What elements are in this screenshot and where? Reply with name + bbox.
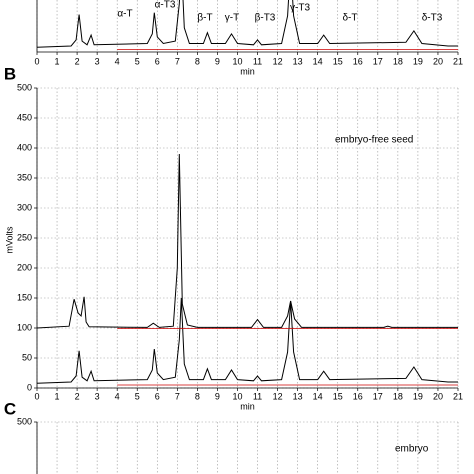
x-tick-label: 2 [75, 56, 80, 66]
y-tick-label: 500 [17, 416, 32, 426]
x-tick-label: 20 [433, 56, 443, 66]
x-tick-label: 13 [293, 56, 303, 66]
x-tick-label: 21 [453, 391, 463, 401]
x-tick-label: 0 [34, 56, 39, 66]
x-tick-label: 17 [373, 391, 383, 401]
x-tick-label: 21 [453, 56, 463, 66]
annotation: embryo-free seed [335, 135, 413, 146]
x-tick-label: 5 [135, 56, 140, 66]
peak-label: α-T3 [155, 0, 176, 11]
x-tick-label: 9 [215, 56, 220, 66]
x-tick-label: 1 [55, 56, 60, 66]
y-tick-label: 300 [17, 202, 32, 212]
annotation: embryo [395, 444, 429, 455]
x-tick-label: 12 [273, 391, 283, 401]
x-tick-label: 7 [175, 56, 180, 66]
panel-label: C [4, 399, 16, 418]
x-tick-label: 7 [175, 391, 180, 401]
x-tick-label: 6 [155, 391, 160, 401]
y-tick-label: 0 [27, 382, 32, 392]
peak-label: δ-T [342, 13, 357, 24]
x-tick-label: 3 [95, 56, 100, 66]
x-tick-label: 4 [115, 391, 120, 401]
x-tick-label: 4 [115, 56, 120, 66]
panel-label: B [4, 64, 16, 83]
peak-label: γ-T [225, 13, 239, 24]
x-tick-label: 19 [413, 56, 423, 66]
x-tick-label: 18 [393, 56, 403, 66]
x-tick-label: 10 [232, 391, 242, 401]
peak-label: α-T [117, 9, 132, 20]
x-tick-label: 11 [253, 391, 262, 401]
x-tick-label: 8 [195, 56, 200, 66]
y-tick-label: 400 [17, 142, 32, 152]
x-tick-label: 19 [413, 391, 423, 401]
trace [36, 0, 458, 48]
y-tick-label: 100 [17, 322, 32, 332]
x-tick-label: 5 [135, 391, 140, 401]
y-tick-label: 200 [17, 262, 32, 272]
y-axis-label: mVolts [4, 226, 14, 254]
trace [36, 153, 458, 329]
x-tick-label: 1 [55, 391, 60, 401]
x-tick-label: 18 [393, 391, 403, 401]
y-tick-label: 350 [17, 172, 32, 182]
x-tick-label: 12 [273, 56, 283, 66]
trace [36, 297, 458, 384]
x-tick-label: 17 [373, 56, 383, 66]
x-tick-label: 14 [313, 391, 323, 401]
x-tick-label: 15 [333, 56, 343, 66]
y-tick-label: 150 [17, 292, 32, 302]
x-axis-label: min [240, 401, 255, 411]
peak-label: γ-T3 [290, 3, 310, 14]
x-tick-label: 13 [293, 391, 303, 401]
x-tick-label: 0 [34, 391, 39, 401]
x-tick-label: 10 [232, 56, 242, 66]
x-tick-label: 16 [353, 56, 363, 66]
peak-label: β-T3 [255, 13, 276, 24]
x-tick-label: 11 [253, 56, 262, 66]
x-tick-label: 15 [333, 391, 343, 401]
x-tick-label: 9 [215, 391, 220, 401]
x-tick-label: 16 [353, 391, 363, 401]
x-tick-label: 8 [195, 391, 200, 401]
peak-label: β-T [197, 13, 212, 24]
x-tick-label: 20 [433, 391, 443, 401]
y-tick-label: 450 [17, 112, 32, 122]
x-tick-label: 6 [155, 56, 160, 66]
y-tick-label: 250 [17, 232, 32, 242]
x-axis-label: min [240, 66, 255, 76]
y-tick-label: 50 [22, 352, 32, 362]
peak-label: δ-T3 [422, 13, 443, 24]
x-tick-label: 2 [75, 391, 80, 401]
x-tick-label: 3 [95, 391, 100, 401]
x-tick-label: 14 [313, 56, 323, 66]
y-tick-label: 500 [17, 82, 32, 92]
